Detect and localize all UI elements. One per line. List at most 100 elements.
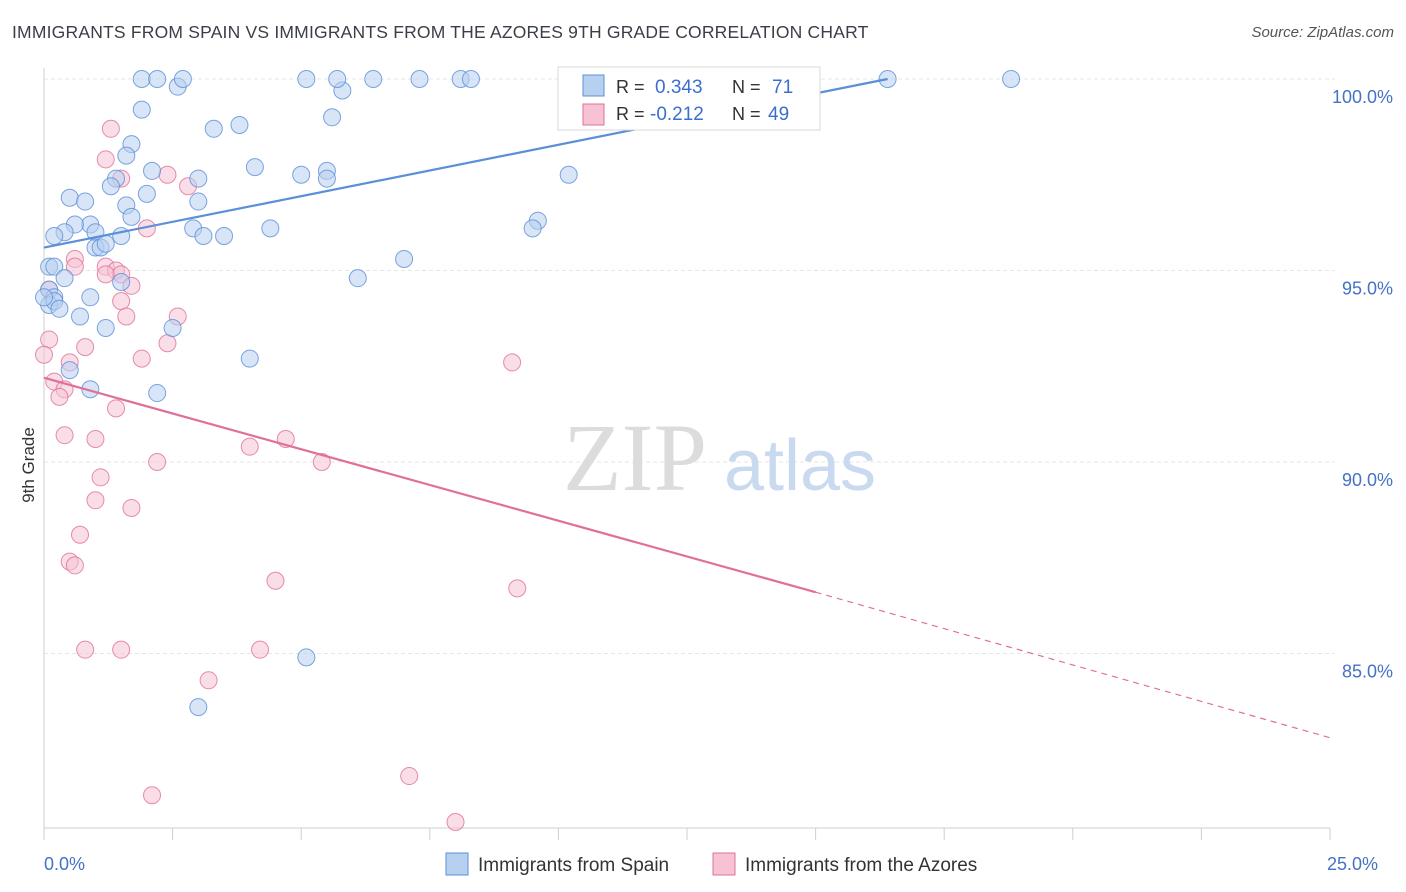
point-azores xyxy=(65,556,84,575)
point-azores xyxy=(101,119,120,138)
legend-r-value-spain: 0.343 xyxy=(655,77,703,98)
point-spain xyxy=(55,269,74,288)
point-azores xyxy=(40,330,59,349)
point-spain xyxy=(410,70,429,88)
point-azores xyxy=(107,399,126,418)
point-spain xyxy=(76,192,95,211)
legend-n-label-spain: N = xyxy=(732,77,761,97)
point-spain xyxy=(194,227,213,246)
point-azores xyxy=(35,345,53,364)
point-spain xyxy=(60,188,79,207)
point-spain xyxy=(60,361,79,380)
bottom-legend: Immigrants from Spain Immigrants from th… xyxy=(445,852,977,876)
point-spain xyxy=(117,146,136,165)
point-spain xyxy=(132,100,151,119)
point-azores xyxy=(158,334,177,353)
point-azores xyxy=(96,265,115,284)
legend-r-label-azores: R = xyxy=(616,104,645,124)
axes: 0.0% 25.0% xyxy=(43,68,1378,874)
point-azores xyxy=(55,426,74,445)
point-azores xyxy=(86,491,105,510)
point-spain xyxy=(328,70,347,88)
point-spain xyxy=(35,288,53,307)
point-spain xyxy=(215,227,234,246)
point-spain xyxy=(297,648,316,667)
point-azores xyxy=(400,767,419,786)
y-tick-label: 95.0% xyxy=(1342,279,1393,299)
point-spain xyxy=(173,70,192,88)
point-spain xyxy=(297,70,316,88)
point-azores xyxy=(132,349,151,368)
point-spain xyxy=(292,165,311,184)
y-tick-label: 90.0% xyxy=(1342,470,1393,490)
bottom-legend-label-azores: Immigrants from the Azores xyxy=(745,855,977,876)
point-spain xyxy=(137,184,156,203)
point-azores xyxy=(240,437,259,456)
point-azores xyxy=(251,640,270,659)
point-spain xyxy=(45,227,64,246)
point-spain xyxy=(50,299,69,318)
point-spain xyxy=(1002,70,1021,88)
point-spain xyxy=(81,288,100,307)
bottom-legend-label-spain: Immigrants from Spain xyxy=(478,855,669,876)
point-azores xyxy=(86,430,105,449)
point-spain xyxy=(71,307,90,326)
point-azores xyxy=(76,338,95,357)
point-azores xyxy=(158,165,177,184)
point-azores xyxy=(117,307,136,326)
point-azores xyxy=(312,453,331,471)
point-azores xyxy=(446,813,465,832)
legend-box: R = 0.343 N = 71 R = -0.212 N = 49 xyxy=(557,66,821,131)
y-tick-label: 100.0% xyxy=(1332,87,1393,107)
point-azores xyxy=(266,571,285,590)
legend-r-value-azores: -0.212 xyxy=(650,104,704,125)
point-azores xyxy=(508,579,527,598)
watermark-atlas: atlas xyxy=(724,426,876,506)
point-spain xyxy=(240,349,259,368)
point-azores xyxy=(76,640,95,659)
point-spain xyxy=(122,207,141,226)
point-spain xyxy=(559,165,578,184)
point-spain xyxy=(204,119,223,138)
point-azores xyxy=(199,671,218,690)
point-spain xyxy=(189,192,208,211)
point-azores xyxy=(143,786,162,805)
bottom-legend-swatch-azores xyxy=(712,852,736,876)
point-spain xyxy=(395,250,414,269)
point-spain xyxy=(317,169,336,188)
point-spain xyxy=(45,257,64,276)
point-azores xyxy=(96,150,115,169)
watermark-zip: ZIP xyxy=(563,404,707,511)
series-azores-points xyxy=(35,70,635,832)
watermark: ZIP atlas xyxy=(563,404,876,511)
legend-n-value-azores: 49 xyxy=(768,104,789,125)
point-spain xyxy=(189,698,208,717)
point-azores xyxy=(50,387,69,406)
point-azores xyxy=(503,353,522,372)
point-spain xyxy=(101,177,120,196)
point-spain xyxy=(163,318,182,337)
point-azores xyxy=(71,525,90,544)
point-spain xyxy=(132,70,151,88)
point-spain xyxy=(323,108,342,127)
point-azores xyxy=(65,257,84,276)
chart-source: Source: ZipAtlas.com xyxy=(1251,24,1394,41)
point-azores xyxy=(112,640,131,659)
point-spain xyxy=(112,272,131,291)
point-spain xyxy=(189,169,208,188)
point-spain xyxy=(230,115,249,134)
legend-swatch-azores xyxy=(582,103,605,126)
point-spain xyxy=(348,269,367,288)
legend-swatch-spain xyxy=(582,74,605,97)
trend-line-azores xyxy=(43,376,816,594)
point-azores xyxy=(91,468,110,487)
point-spain xyxy=(245,158,264,177)
point-azores xyxy=(122,498,141,517)
x-tick-label: 25.0% xyxy=(1327,854,1378,874)
series-spain-points xyxy=(35,70,1021,717)
x-tick-label: 0.0% xyxy=(44,854,85,874)
point-spain xyxy=(148,384,167,403)
legend-r-label-spain: R = xyxy=(616,77,645,97)
point-spain xyxy=(96,234,115,253)
